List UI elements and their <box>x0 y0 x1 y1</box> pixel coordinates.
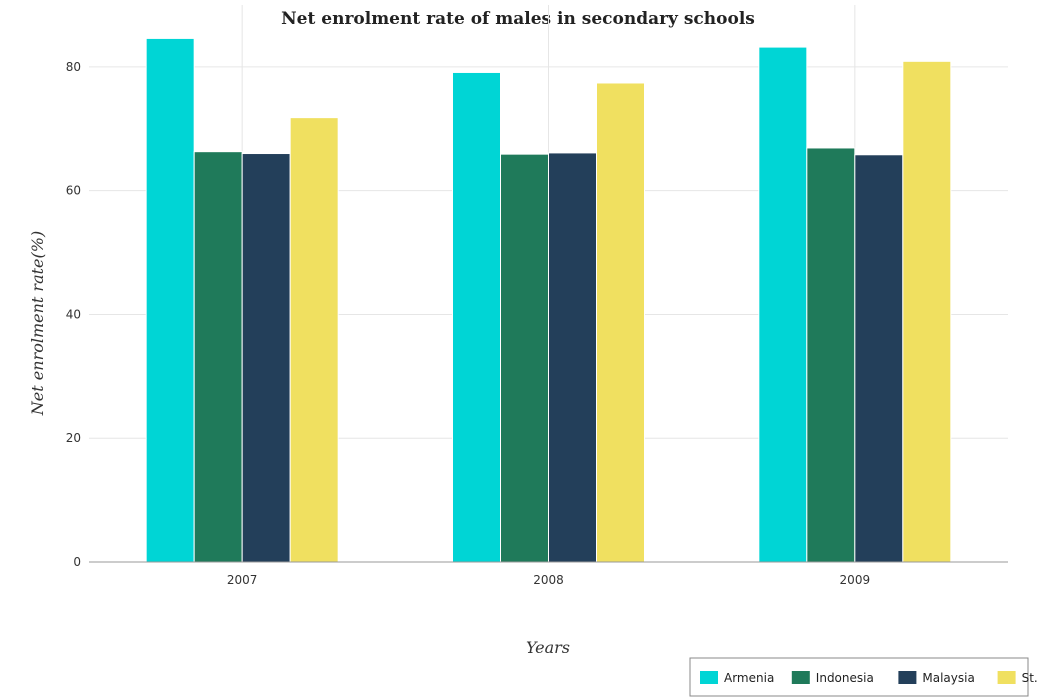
bar-malaysia-2007 <box>241 153 291 563</box>
bars <box>145 37 952 563</box>
bar-indonesia-2009 <box>806 147 856 563</box>
legend-box <box>689 657 1029 697</box>
bar-armenia-2009 <box>758 46 808 563</box>
axes: 0 20 40 60 80 2007 2008 2009 <box>66 60 1008 587</box>
y-tick-label: 40 <box>66 307 81 321</box>
y-tick-label: 60 <box>66 184 81 198</box>
y-tick-label: 20 <box>66 431 81 445</box>
bar-indonesia-2008 <box>500 153 549 563</box>
legend-label: St. Lucia <box>1022 671 1037 685</box>
y-tick-label: 80 <box>66 60 81 74</box>
x-tick-label: 2007 <box>227 573 258 587</box>
y-axis-title: Net enrolment rate(%) <box>28 231 47 416</box>
legend-swatch <box>997 671 1016 684</box>
bar-malaysia-2009 <box>854 154 904 563</box>
bar-armenia-2007 <box>145 37 195 563</box>
bar-st-lucia-2008 <box>596 82 645 563</box>
x-tick-label: 2008 <box>533 573 564 587</box>
x-tick-label: 2009 <box>840 573 871 587</box>
legend-label: Indonesia <box>816 671 874 685</box>
legend: Armenia Indonesia Malaysia St. Lucia <box>689 657 1037 697</box>
legend-label: Malaysia <box>922 671 974 685</box>
bar-indonesia-2007 <box>193 151 243 563</box>
legend-swatch <box>898 671 917 684</box>
x-axis-title: Years <box>526 638 570 657</box>
legend-swatch <box>791 671 810 684</box>
legend-label: Armenia <box>724 671 774 685</box>
bar-st-lucia-2009 <box>902 60 952 563</box>
bar-armenia-2008 <box>452 71 501 563</box>
bar-malaysia-2008 <box>548 152 597 563</box>
y-tick-label: 0 <box>73 555 81 569</box>
bar-st-lucia-2007 <box>289 117 339 563</box>
chart-title: Net enrolment rate of males in secondary… <box>281 9 755 29</box>
legend-swatch <box>700 671 718 684</box>
